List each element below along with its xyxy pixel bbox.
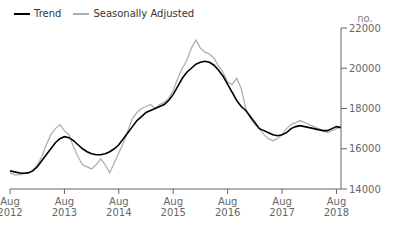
svg-text:Aug2014: Aug2014: [106, 196, 131, 218]
svg-text:14000: 14000: [349, 184, 381, 195]
svg-text:Aug2018: Aug2018: [324, 196, 349, 218]
svg-text:20000: 20000: [349, 63, 381, 74]
svg-text:Aug2015: Aug2015: [161, 196, 186, 218]
svg-text:Aug2017: Aug2017: [269, 196, 294, 218]
html-text:Seasonally Adjusted: Seasonally Adjusted: [93, 8, 195, 19]
svg-text:Aug2016: Aug2016: [215, 196, 240, 218]
svg-text:Aug2013: Aug2013: [52, 196, 77, 218]
svg-text:22000: 22000: [349, 23, 381, 34]
html-text:Trend: Trend: [34, 8, 62, 19]
svg-text:16000: 16000: [349, 143, 381, 154]
svg-text:Aug2012: Aug2012: [0, 196, 23, 218]
svg-text:18000: 18000: [349, 103, 381, 114]
svg-text:no.: no.: [357, 13, 372, 24]
